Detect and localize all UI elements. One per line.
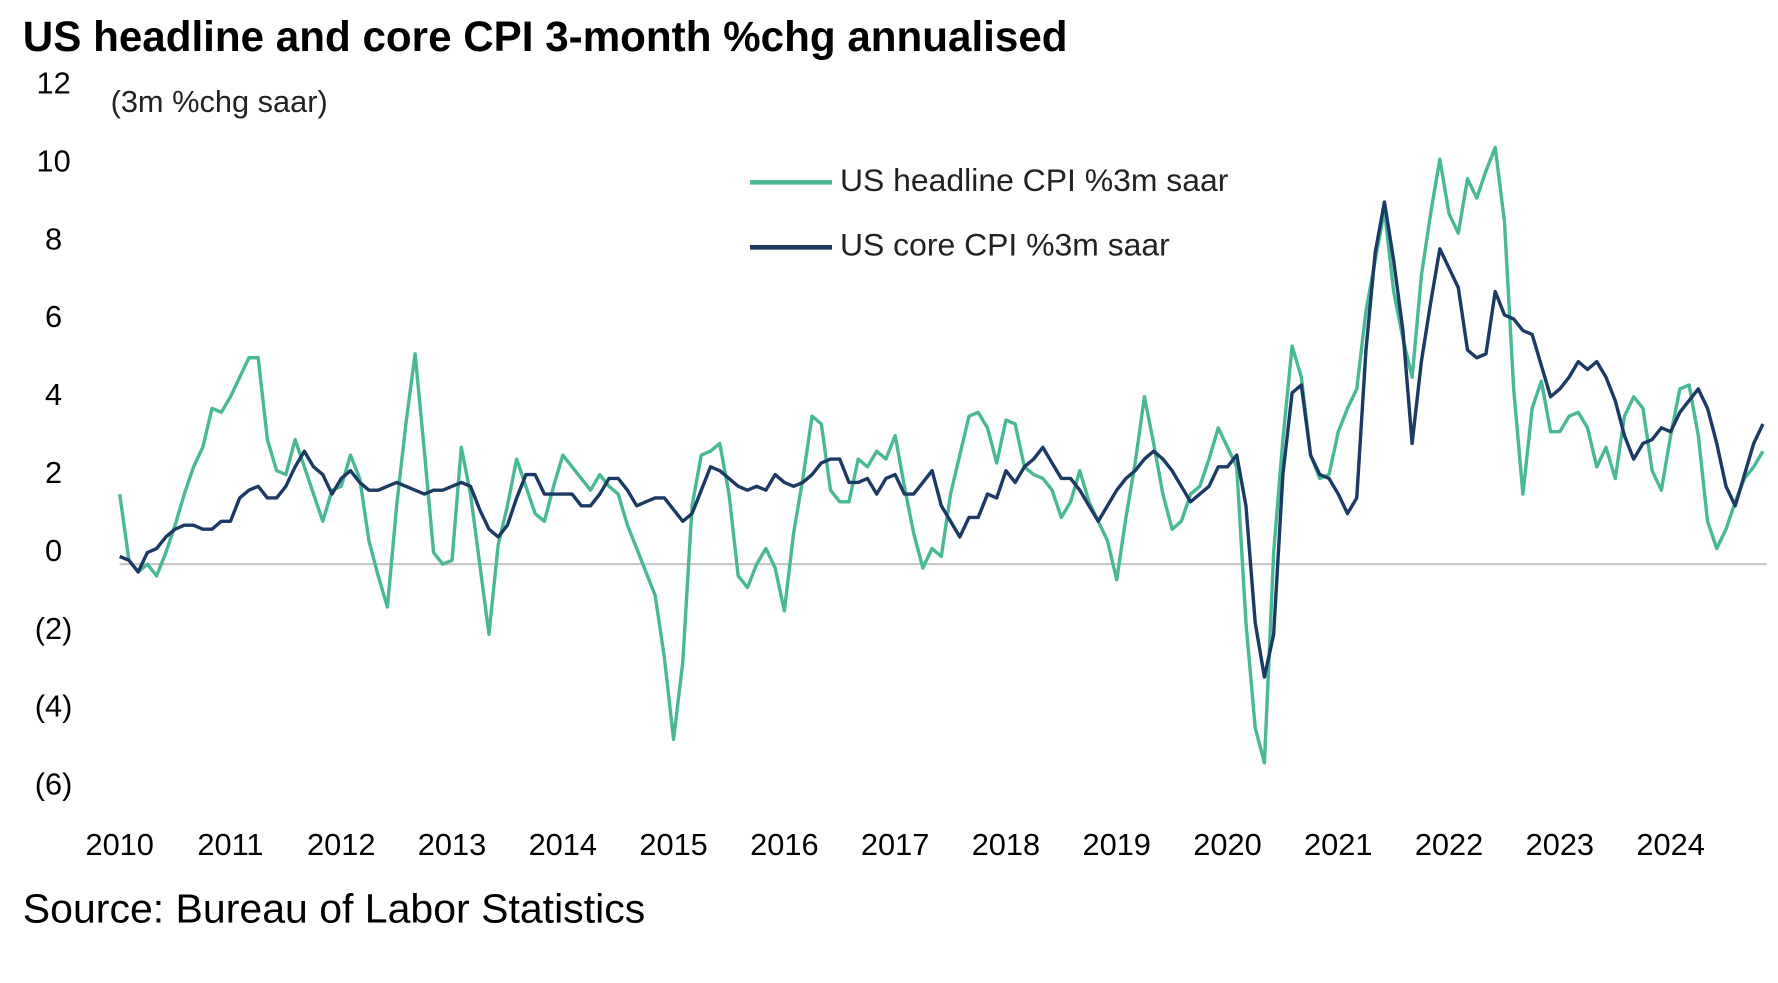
y-tick-label: (4) (35, 689, 73, 724)
y-tick-label: 12 (36, 66, 70, 101)
x-tick-label: 2017 (861, 827, 929, 862)
y-tick-label: 8 (45, 221, 62, 256)
y-tick-label: 4 (45, 377, 62, 412)
y-tick-label: 0 (45, 533, 62, 568)
chart-title: US headline and core CPI 3-month %chg an… (23, 13, 1068, 60)
x-tick-label: 2019 (1082, 827, 1150, 862)
y-tick-label: (2) (35, 611, 73, 646)
y-tick-label: 6 (45, 299, 62, 334)
y-tick-label: 2 (45, 455, 62, 490)
x-tick-label: 2023 (1526, 827, 1594, 862)
x-tick-label: 2020 (1193, 827, 1261, 862)
y-tick-label: 10 (36, 143, 70, 178)
x-tick-label: 2013 (418, 827, 486, 862)
source-note: Source: Bureau of Labor Statistics (23, 886, 645, 932)
y-tick-label: (6) (35, 767, 73, 802)
x-tick-label: 2010 (85, 827, 153, 862)
x-tick-label: 2011 (197, 827, 263, 862)
x-tick-label: 2021 (1304, 827, 1372, 862)
x-tick-label: 2012 (307, 827, 375, 862)
legend-label: US headline CPI %3m saar (840, 162, 1229, 198)
series-line (119, 200, 1765, 679)
legend-label: US core CPI %3m saar (840, 227, 1170, 263)
x-tick-label: 2014 (529, 827, 597, 862)
x-tick-label: 2018 (972, 827, 1040, 862)
x-tick-label: 2024 (1636, 827, 1704, 862)
x-tick-label: 2022 (1415, 827, 1483, 862)
y-axis-label: (3m %chg saar) (111, 84, 328, 119)
x-tick-label: 2016 (750, 827, 818, 862)
series-line (118, 145, 1765, 765)
x-tick-label: 2015 (639, 827, 707, 862)
